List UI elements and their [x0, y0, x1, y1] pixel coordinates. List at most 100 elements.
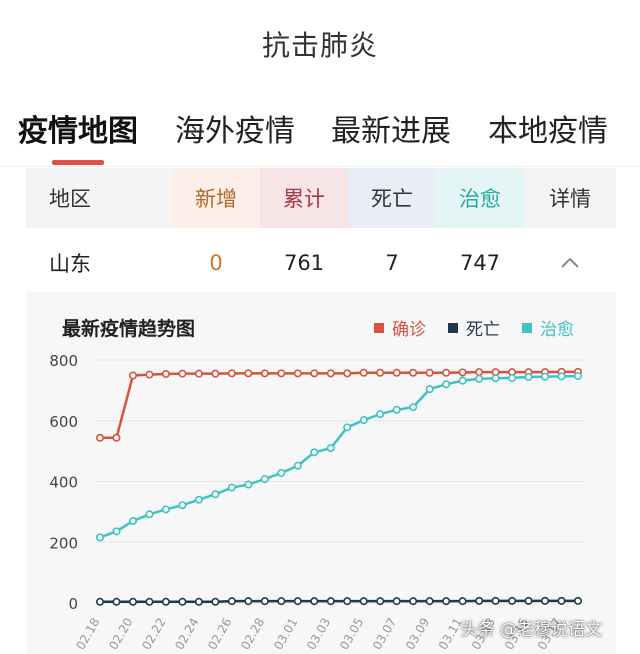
data-point: [178, 501, 187, 510]
data-point: [557, 372, 566, 381]
data-point: [293, 461, 302, 470]
cell-new: 0: [209, 251, 223, 275]
data-point: [409, 403, 418, 412]
x-tick-label: 03.07: [370, 616, 399, 653]
data-point: [409, 597, 418, 606]
data-point: [161, 369, 170, 378]
data-point: [491, 596, 500, 605]
data-point: [310, 369, 319, 378]
legend-label: 确诊: [392, 320, 426, 340]
data-point: [392, 368, 401, 377]
y-tick-label: 0: [68, 595, 78, 613]
legend-swatch-icon: [374, 322, 384, 333]
data-point: [260, 369, 269, 378]
active-tab-indicator: [52, 160, 104, 165]
data-point: [458, 597, 467, 606]
data-point: [310, 597, 319, 606]
data-point: [425, 368, 434, 377]
data-point: [227, 597, 236, 606]
data-point: [573, 596, 582, 605]
chevron-up-icon[interactable]: [524, 228, 616, 298]
data-point: [359, 368, 368, 377]
header-spacer: [114, 168, 172, 228]
data-point: [326, 597, 335, 606]
y-tick-label: 600: [49, 413, 78, 431]
y-tick-label: 400: [49, 474, 78, 492]
data-point: [392, 405, 401, 414]
data-point: [260, 475, 269, 484]
header-total: 累计: [260, 168, 348, 228]
header-cured: 治愈: [436, 168, 524, 228]
data-point: [376, 410, 385, 419]
data-point: [112, 433, 121, 442]
series-line-2: [99, 374, 579, 539]
data-point: [260, 597, 269, 606]
y-tick-label: 800: [49, 352, 78, 370]
data-point: [557, 596, 566, 605]
data-point: [293, 597, 302, 606]
x-tick-label: 02.28: [238, 616, 267, 653]
data-point: [442, 368, 451, 377]
divider: [0, 166, 640, 167]
data-point: [573, 372, 582, 381]
data-point: [145, 597, 154, 606]
data-point: [425, 597, 434, 606]
data-point: [524, 596, 533, 605]
data-point: [194, 495, 203, 504]
tab-latest-progress[interactable]: 最新进展: [331, 114, 451, 149]
data-point: [277, 468, 286, 477]
x-tick-label: 02.20: [106, 616, 135, 653]
legend-swatch-icon: [448, 322, 458, 333]
data-point: [491, 374, 500, 383]
series-line-1: [100, 599, 578, 604]
data-point: [145, 370, 154, 379]
data-point: [211, 597, 220, 606]
data-point: [409, 368, 418, 377]
tab-local[interactable]: 本地疫情: [488, 114, 608, 149]
data-point: [524, 373, 533, 382]
data-point: [194, 369, 203, 378]
x-tick-label: 03.03: [304, 616, 333, 653]
x-tick-label: 02.24: [172, 616, 201, 653]
legend-item-deaths[interactable]: 死亡: [448, 315, 500, 340]
trend-chart-card: 最新疫情趋势图 确诊 死亡 治愈 0 200 400 600 800 02.18 02.20…: [26, 292, 616, 654]
data-point: [508, 373, 517, 382]
legend-swatch-icon: [522, 322, 532, 333]
data-point: [541, 372, 550, 381]
cell-region: 山东: [49, 252, 91, 276]
data-point: [96, 597, 105, 606]
x-tick-label: 03.01: [271, 616, 300, 653]
tab-overseas[interactable]: 海外疫情: [175, 114, 295, 149]
data-point: [326, 369, 335, 378]
data-point: [194, 597, 203, 606]
header-deaths: 死亡: [348, 168, 436, 228]
header-detail: 详情: [524, 168, 616, 228]
watermark: 头条 @老穆说语文: [460, 620, 602, 640]
data-point: [376, 368, 385, 377]
data-point: [277, 369, 286, 378]
legend-item-confirmed[interactable]: 确诊: [374, 315, 426, 340]
data-point: [211, 490, 220, 499]
app-header: 抗击肺炎: [0, 0, 640, 88]
x-tick-label: 02.26: [205, 616, 234, 653]
data-point: [244, 597, 253, 606]
legend-item-cured[interactable]: 治愈: [522, 315, 574, 340]
legend-label: 治愈: [540, 320, 574, 340]
cell-deaths: 7: [385, 251, 399, 275]
data-point: [508, 596, 517, 605]
data-point: [458, 368, 467, 377]
data-point: [359, 416, 368, 425]
data-point: [343, 369, 352, 378]
data-point: [161, 505, 170, 514]
data-point: [277, 597, 286, 606]
data-point: [326, 444, 335, 453]
legend-label: 死亡: [466, 320, 500, 340]
data-point: [541, 596, 550, 605]
data-point: [359, 597, 368, 606]
data-point: [475, 368, 484, 377]
data-point: [96, 533, 105, 542]
data-point: [128, 516, 137, 525]
header-new: 新增: [172, 168, 260, 228]
tab-epidemic-map[interactable]: 疫情地图: [18, 114, 138, 149]
x-tick-label: 03.05: [337, 616, 366, 653]
